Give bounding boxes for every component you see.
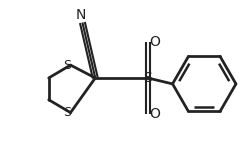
Text: O: O <box>149 107 160 121</box>
Text: S: S <box>64 106 72 119</box>
Text: S: S <box>64 59 72 72</box>
Text: S: S <box>144 71 152 85</box>
Text: O: O <box>149 35 160 49</box>
Text: N: N <box>75 8 86 22</box>
